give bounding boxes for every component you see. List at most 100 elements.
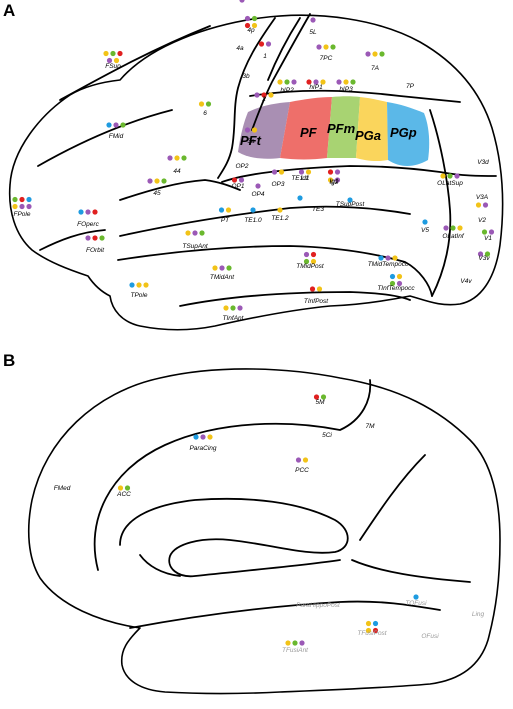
lateral-dot-op2-1: [239, 0, 245, 3]
lateral-dot-tinftempocc-4: [396, 280, 403, 287]
lateral-dot-tmidpost-1: [303, 251, 310, 258]
region-pgp: [387, 102, 430, 166]
lateral-dot-v2-1: [475, 202, 482, 208]
lateral-label-op2: OP2: [235, 163, 248, 170]
lateral-dot-pt-1: [218, 207, 225, 213]
medial-label-tfusipost: TFusiPost: [357, 630, 387, 637]
lateral-dot-44-2: [174, 155, 180, 161]
lateral-dot-2-2: [261, 92, 267, 98]
lateral-dot-6-1: [198, 101, 205, 107]
medial-dot-tfusiant-3: [299, 640, 305, 646]
parieto-occipital-sulcus: [359, 454, 426, 541]
sylvian-fissure: [119, 205, 411, 237]
ipl-label-pft: PFt: [240, 133, 262, 148]
lateral-dot-7a-3: [379, 51, 385, 57]
lateral-label-te1-1: TE1.1: [291, 175, 309, 182]
lateral-hemisphere-outline: [8, 14, 504, 331]
lateral-dot-te1-1-1: [297, 195, 303, 201]
lateral-dot-fpole-2: [19, 196, 25, 203]
region-dots: [12, 0, 495, 646]
lateral-dot-hip3-2: [343, 79, 349, 85]
lateral-label-op3: OP3: [271, 181, 284, 188]
medial-label-paracing: ParaCing: [189, 445, 216, 452]
lateral-dot-6-2: [205, 101, 212, 107]
lateral-label-3a: 3a: [247, 138, 255, 145]
lateral-dot-hip3-3: [350, 79, 356, 85]
lateral-dot-fsup-4: [106, 57, 113, 64]
lateral-label-v1: V1: [484, 235, 492, 242]
lateral-label-te3: TE3: [312, 206, 324, 213]
central-sulcus: [251, 13, 311, 131]
lateral-dot-v1-2: [488, 229, 495, 235]
lateral-dot-4p-4: [251, 22, 258, 29]
lateral-dot-v1-1: [481, 229, 488, 235]
ipl-labels: PFt PF PFm PGa PGp: [240, 121, 417, 148]
region-pf: [280, 97, 332, 160]
lateral-label-foperc: FOperc: [77, 221, 99, 228]
lateral-dot-tmidant-3: [226, 265, 232, 271]
lateral-label-2: 2: [261, 96, 266, 103]
calcarine-sulcus: [351, 559, 471, 583]
lateral-dot-v5-1: [422, 219, 428, 225]
region-labels: FSup FMid 4p 4a 1 5L 7PC 7A 3b hIP2 hIP1 hIP3 7P 2 6 3a…: [14, 27, 493, 654]
medial-dot-pcc-2: [302, 457, 309, 463]
superior-frontal-sulcus: [59, 25, 211, 101]
lateral-label-op4: OP4: [251, 191, 264, 198]
lateral-dot-tsuppost-1: [347, 197, 353, 203]
lateral-view: [8, 13, 504, 331]
lateral-dot-tmidtempocc-1: [378, 255, 384, 261]
ipl-lower-border: [221, 165, 497, 183]
lateral-label-pt: PT: [221, 217, 230, 224]
lateral-label-fsup: FSup: [105, 63, 121, 70]
panel-label-a: A: [3, 1, 15, 20]
lateral-dot-45-1: [147, 178, 153, 184]
lateral-label-forbit: FOrbit: [86, 247, 105, 254]
lateral-dot-hip1-3: [320, 79, 326, 85]
lateral-label-id1: Id1: [300, 175, 309, 182]
lateral-dot-tinfant-2: [230, 305, 236, 311]
lateral-dot-tinftempocc-2: [396, 273, 403, 280]
lateral-dot-tinfant-3: [237, 305, 243, 311]
lateral-dot-op4-1: [255, 183, 261, 189]
lateral-dot-olatsup-2: [447, 173, 453, 179]
lateral-dot-tmidant-1: [212, 265, 218, 271]
medial-dot-tfusiant-1: [285, 640, 291, 646]
lateral-dot-op3-2: [278, 169, 285, 175]
operculum-sulcus: [119, 179, 241, 201]
lateral-label-fmid: FMid: [109, 133, 124, 140]
lateral-dot-olatsup-3: [454, 173, 460, 179]
lateral-dot-pt-2: [225, 207, 232, 213]
lateral-label-olatinf: OLatInf: [442, 233, 465, 240]
lateral-dot-tpole-3: [143, 282, 149, 288]
lateral-label-45: 45: [153, 190, 161, 197]
lateral-dot-tmidtempocc-2: [385, 255, 391, 261]
lateral-dot-fsup-1: [103, 50, 109, 57]
lateral-dot-ig2-2: [334, 177, 341, 183]
lateral-dot-4p-1: [244, 15, 251, 22]
region-pft: [238, 102, 290, 159]
lateral-dot-45-2: [154, 178, 160, 184]
lateral-label-hip3: hIP3: [339, 86, 353, 93]
medial-dot-pcc-1: [295, 457, 302, 463]
lateral-dot-olatinf-3: [457, 225, 463, 231]
lateral-label-tinfant: TInfAnt: [223, 315, 245, 322]
lateral-label-ig2: Ig2: [329, 179, 338, 186]
lateral-dot-hip1-1: [306, 79, 312, 85]
medial-label-ofusi: OFusi: [421, 633, 439, 640]
inferior-frontal-sulcus: [37, 109, 173, 167]
orbital-sulcus: [39, 229, 106, 251]
lateral-dot-tmidpost-3: [303, 258, 310, 265]
lateral-dot-fpole-5: [19, 203, 25, 210]
lateral-dot-fmid-1: [106, 122, 112, 128]
lateral-dot-te1-0-1: [250, 207, 256, 213]
lateral-label-v5: V5: [421, 227, 429, 234]
medial-label-tfusiant: TFusiAnt: [282, 647, 309, 654]
lateral-dot-7pc-1: [316, 44, 322, 50]
lateral-dot-foperc-1: [78, 209, 84, 215]
medial-label-5ci: 5Ci: [322, 432, 332, 439]
lateral-label-7p: 7P: [406, 83, 415, 90]
lateral-label-5l: 5L: [309, 29, 317, 36]
lateral-label-tsupant: TSupAnt: [182, 243, 208, 250]
lateral-label-olatsup: OLatSup: [437, 180, 463, 187]
lateral-label-tinfpost: TInfPost: [304, 298, 329, 305]
